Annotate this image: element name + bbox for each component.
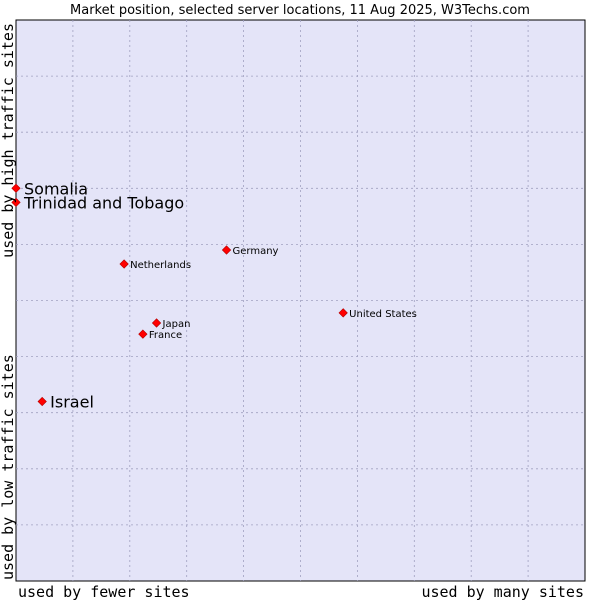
- point-label: France: [149, 330, 182, 341]
- point-label: Netherlands: [130, 260, 191, 271]
- grid-layer: [16, 20, 585, 581]
- y-axis-label-top: used by high traffic sites: [0, 23, 17, 258]
- point-marker: [11, 183, 21, 193]
- point-marker: [151, 318, 162, 328]
- point-marker: [221, 245, 232, 255]
- point-label: Israel: [50, 392, 94, 411]
- data-point: Trinidad and Tobago: [11, 193, 184, 212]
- point-label: Germany: [233, 246, 279, 257]
- data-point: Somalia: [11, 179, 88, 198]
- chart-title: Market position, selected server locatio…: [70, 3, 530, 18]
- point-marker: [11, 197, 21, 207]
- x-axis-label-left: used by fewer sites: [18, 583, 190, 600]
- data-point: Japan: [151, 318, 191, 330]
- point-label: United States: [349, 309, 417, 320]
- data-point: Israel: [37, 392, 94, 411]
- y-axis-label-bottom: used by low traffic sites: [0, 354, 17, 580]
- data-point: United States: [338, 308, 417, 320]
- point-marker: [138, 329, 148, 339]
- point-marker: [338, 308, 348, 318]
- point-label: Japan: [162, 319, 191, 330]
- data-point: Germany: [221, 245, 279, 257]
- data-point: Netherlands: [119, 259, 191, 271]
- data-point: France: [138, 329, 182, 341]
- point-label: Trinidad and Tobago: [23, 193, 184, 212]
- point-label: Somalia: [24, 179, 88, 198]
- point-marker: [37, 396, 47, 407]
- point-marker: [119, 259, 129, 269]
- x-axis-label-right: used by many sites: [421, 583, 584, 600]
